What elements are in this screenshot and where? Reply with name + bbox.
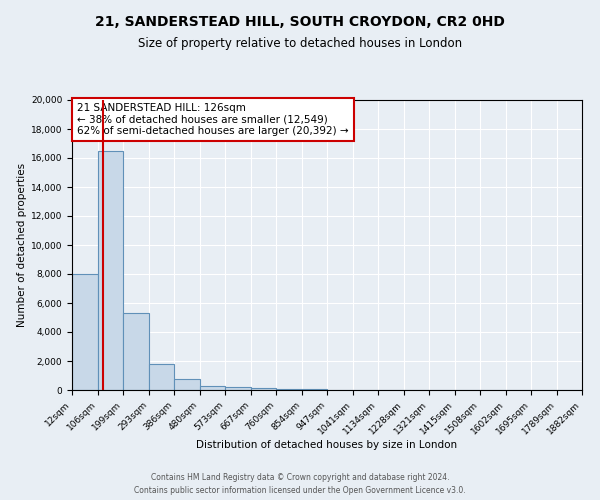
Text: Size of property relative to detached houses in London: Size of property relative to detached ho… bbox=[138, 38, 462, 51]
Bar bbox=[72, 274, 98, 390]
X-axis label: Distribution of detached houses by size in London: Distribution of detached houses by size … bbox=[196, 440, 458, 450]
Bar bbox=[123, 313, 149, 390]
Bar bbox=[98, 151, 123, 390]
Text: Contains public sector information licensed under the Open Government Licence v3: Contains public sector information licen… bbox=[134, 486, 466, 495]
Bar bbox=[149, 364, 174, 390]
Bar bbox=[225, 387, 251, 390]
Text: 21, SANDERSTEAD HILL, SOUTH CROYDON, CR2 0HD: 21, SANDERSTEAD HILL, SOUTH CROYDON, CR2… bbox=[95, 15, 505, 29]
Bar bbox=[174, 379, 200, 390]
Bar bbox=[251, 388, 276, 390]
Bar bbox=[276, 389, 302, 390]
Text: Contains HM Land Registry data © Crown copyright and database right 2024.: Contains HM Land Registry data © Crown c… bbox=[151, 474, 449, 482]
Y-axis label: Number of detached properties: Number of detached properties bbox=[17, 163, 26, 327]
Bar bbox=[200, 386, 225, 390]
Text: 21 SANDERSTEAD HILL: 126sqm
← 38% of detached houses are smaller (12,549)
62% of: 21 SANDERSTEAD HILL: 126sqm ← 38% of det… bbox=[77, 103, 349, 136]
